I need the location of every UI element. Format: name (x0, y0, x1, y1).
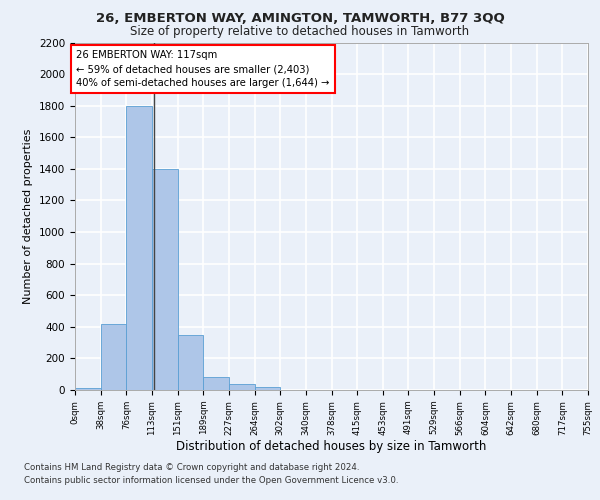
Bar (203, 378, 229, 390)
Text: 26 EMBERTON WAY: 117sqm
← 59% of detached houses are smaller (2,403)
40% of semi: 26 EMBERTON WAY: 117sqm ← 59% of detache… (76, 50, 330, 88)
Text: 26, EMBERTON WAY, AMINGTON, TAMWORTH, B77 3QQ: 26, EMBERTON WAY, AMINGTON, TAMWORTH, B7… (95, 12, 505, 26)
Bar (152, 169, 178, 390)
Y-axis label: Number of detached properties: Number of detached properties (23, 128, 34, 304)
Bar (229, 384, 254, 390)
Bar (254, 387, 280, 390)
Text: Contains HM Land Registry data © Crown copyright and database right 2024.: Contains HM Land Registry data © Crown c… (24, 464, 359, 472)
Bar (101, 324, 127, 390)
X-axis label: Distribution of detached houses by size in Tamworth: Distribution of detached houses by size … (176, 440, 487, 453)
Bar (127, 106, 152, 390)
Bar (178, 334, 203, 390)
Text: Size of property relative to detached houses in Tamworth: Size of property relative to detached ho… (130, 25, 470, 38)
Bar (75, 388, 101, 390)
Text: Contains public sector information licensed under the Open Government Licence v3: Contains public sector information licen… (24, 476, 398, 485)
